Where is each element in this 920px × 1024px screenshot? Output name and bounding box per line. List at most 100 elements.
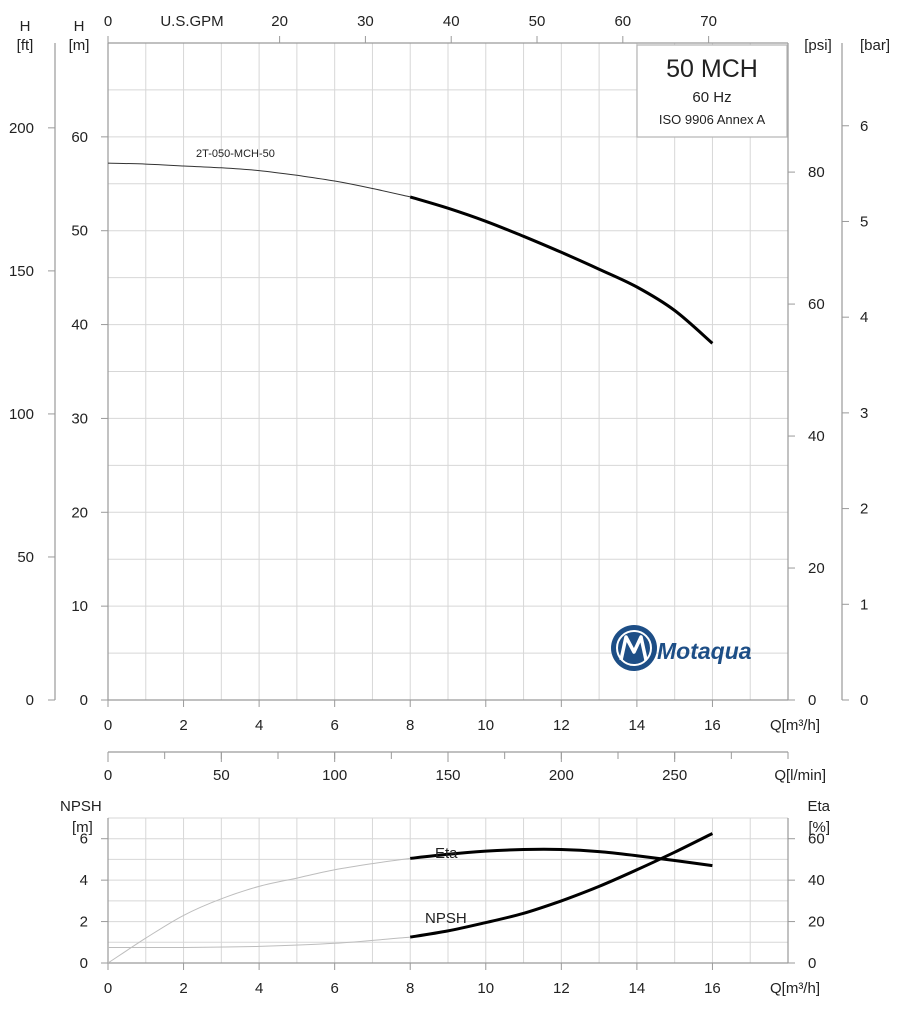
eta-tick-label: 60 [808, 831, 825, 848]
lpm-tick-label: 0 [104, 767, 112, 784]
npsh-axis-title: NPSH [60, 798, 102, 815]
gpm-tick-label: 60 [614, 13, 631, 30]
psi-tick-label: 20 [808, 560, 825, 577]
psi-tick-label: 40 [808, 428, 825, 445]
npsh-grid [108, 817, 789, 963]
motaqua-logo-icon [611, 625, 657, 671]
m-tick-label: 10 [71, 598, 88, 615]
standard-label: ISO 9906 Annex A [659, 112, 766, 127]
x-tick-label-lower: 14 [629, 980, 646, 997]
gpm-axis-title: U.S.GPM [160, 13, 223, 30]
psi-tick-label: 0 [808, 692, 816, 709]
bar-tick-label: 2 [860, 501, 868, 518]
q-lpm-axis-title: Q[l/min] [774, 767, 826, 784]
ft-axis-unit: [ft] [17, 37, 34, 54]
ft-tick-label: 200 [9, 120, 34, 137]
x-tick-label-lower: 16 [704, 980, 721, 997]
flow-lpm-grid [164, 752, 789, 759]
m-axis-unit: [m] [69, 37, 90, 54]
m-tick-label: 0 [80, 692, 88, 709]
eta-tick-label: 20 [808, 914, 825, 931]
lpm-tick-label: 150 [435, 767, 460, 784]
m-tick-label: 50 [71, 223, 88, 240]
eta-axis-title: Eta [807, 798, 830, 815]
ft-tick-label: 150 [9, 263, 34, 280]
npsh-tick-label: 6 [80, 831, 88, 848]
eta-tick-label: 0 [808, 955, 816, 972]
x-tick-label: 0 [104, 717, 112, 734]
x-tick-label: 6 [330, 717, 338, 734]
x-tick-label: 16 [704, 717, 721, 734]
gpm-tick-label: 0 [104, 13, 112, 30]
npsh-tick-label: 0 [80, 955, 88, 972]
head-ticks: 0 2 4 6 8 10 12 14 16010203040506005010015020002… [9, 13, 868, 734]
logo-wordmark: Motaqua [657, 638, 752, 664]
ft-tick-label: 0 [26, 692, 34, 709]
npsh-axis-unit: [m] [72, 819, 93, 836]
x-tick-label-lower: 8 [406, 980, 414, 997]
bar-tick-label: 5 [860, 213, 868, 230]
head-axes [54, 42, 843, 701]
npsh-curve-label: NPSH [425, 910, 467, 927]
npsh-axes [107, 818, 789, 964]
m-tick-label: 20 [71, 504, 88, 521]
x-tick-label: 14 [629, 717, 646, 734]
gpm-tick-label: 70 [700, 13, 717, 30]
x-tick-label-lower: 10 [477, 980, 494, 997]
psi-tick-label: 60 [808, 296, 825, 313]
bar-tick-label: 6 [860, 118, 868, 135]
lpm-tick-label: 250 [662, 767, 687, 784]
eta-curve-label: Eta [435, 845, 458, 862]
head-curves [107, 162, 714, 345]
motaqua-logo: Motaqua [611, 625, 752, 671]
ft-axis-title: H [20, 18, 31, 35]
m-axis-title: H [74, 18, 85, 35]
head-grid [108, 43, 789, 700]
lpm-tick-label: 200 [549, 767, 574, 784]
ft-tick-label: 100 [9, 406, 34, 423]
npsh-tick-label: 4 [80, 872, 88, 889]
npsh-eta-curves [107, 832, 714, 964]
eta-axis-unit: [%] [808, 819, 830, 836]
x-tick-label-lower: 6 [330, 980, 338, 997]
head-curve-operating [409, 195, 714, 345]
head-curve-label: 2T-050-MCH-50 [196, 148, 275, 160]
model-info-frame [636, 44, 788, 138]
frequency-label: 60 Hz [692, 89, 731, 106]
x-tick-label: 10 [477, 717, 494, 734]
model-title: 50 MCH [666, 55, 758, 83]
x-tick-label-lower: 4 [255, 980, 263, 997]
head-curve-extended [107, 162, 411, 198]
npsh-curve-operating [409, 832, 714, 939]
bar-axis-unit: [bar] [860, 37, 890, 54]
ft-tick-label: 50 [17, 549, 34, 566]
x-tick-label: 8 [406, 717, 414, 734]
q-m3h-axis-title-lower: Q[m³/h] [770, 980, 820, 997]
model-info-box: 50 MCH 60 Hz ISO 9906 Annex A [636, 44, 788, 138]
npsh-curve-extended [107, 936, 411, 949]
psi-tick-label: 80 [808, 164, 825, 181]
bar-tick-label: 0 [860, 692, 868, 709]
gpm-tick-label: 40 [443, 13, 460, 30]
m-tick-label: 30 [71, 410, 88, 427]
gpm-tick-label: 50 [529, 13, 546, 30]
x-tick-label-lower: 12 [553, 980, 570, 997]
q-m3h-axis-title: Q[m³/h] [770, 717, 820, 734]
lpm-ticks: 0 50 100 150 200 250 [104, 752, 687, 784]
eta-curve-extended [107, 857, 411, 964]
npsh-tick-label: 2 [80, 914, 88, 931]
x-tick-label: 12 [553, 717, 570, 734]
psi-axis-unit: [psi] [804, 37, 832, 54]
bar-tick-label: 1 [860, 596, 868, 613]
eta-tick-label: 40 [808, 872, 825, 889]
x-tick-label-lower: 2 [179, 980, 187, 997]
lpm-tick-label: 100 [322, 767, 347, 784]
bar-tick-label: 3 [860, 405, 868, 422]
x-tick-label-lower: 0 [104, 980, 112, 997]
x-tick-label: 2 [179, 717, 187, 734]
m-tick-label: 60 [71, 129, 88, 146]
gpm-tick-label: 20 [271, 13, 288, 30]
gpm-tick-label: 30 [357, 13, 374, 30]
m-tick-label: 40 [71, 317, 88, 334]
